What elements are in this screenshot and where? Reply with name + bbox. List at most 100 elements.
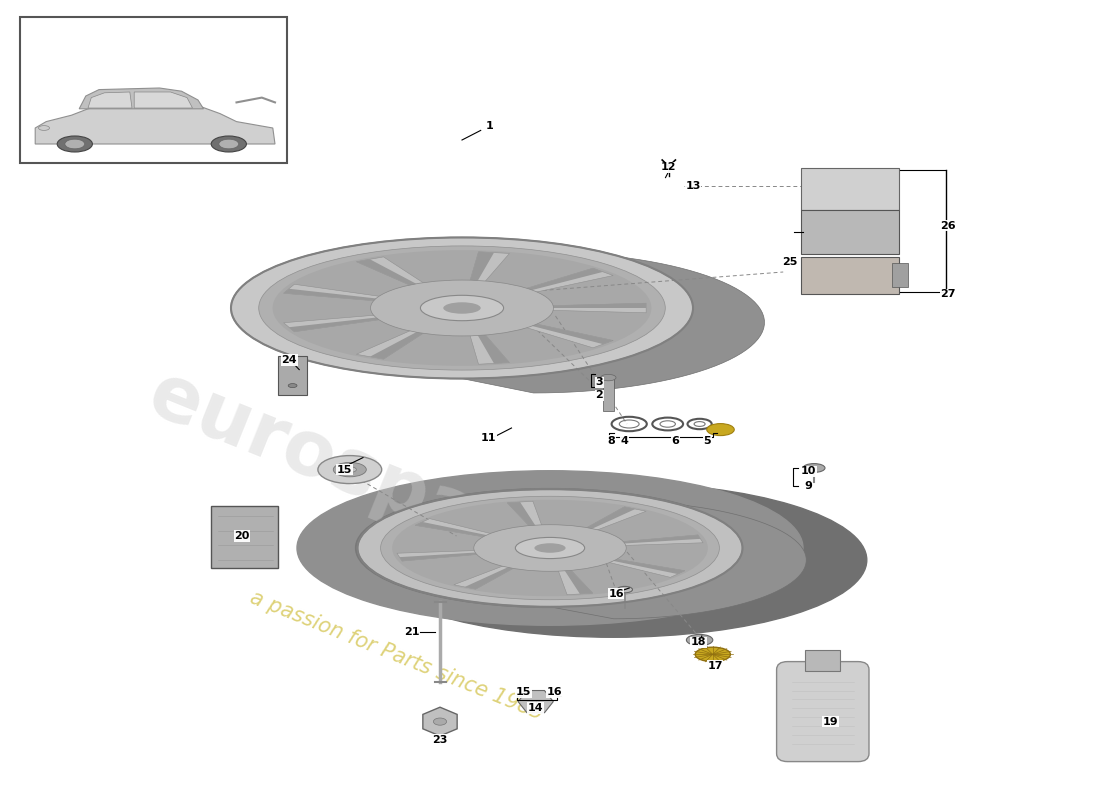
Polygon shape <box>562 566 593 594</box>
Ellipse shape <box>358 489 742 606</box>
FancyBboxPatch shape <box>777 662 869 762</box>
Ellipse shape <box>535 543 565 553</box>
Text: 16: 16 <box>547 687 562 697</box>
Ellipse shape <box>803 464 825 472</box>
Ellipse shape <box>515 538 585 558</box>
Polygon shape <box>469 252 509 286</box>
Polygon shape <box>370 328 430 359</box>
Ellipse shape <box>318 456 382 483</box>
Text: 19: 19 <box>823 717 838 726</box>
FancyBboxPatch shape <box>801 257 899 294</box>
Ellipse shape <box>686 634 713 646</box>
Ellipse shape <box>288 383 297 387</box>
Ellipse shape <box>706 424 735 435</box>
Polygon shape <box>284 314 394 332</box>
FancyBboxPatch shape <box>801 210 899 254</box>
Polygon shape <box>507 502 538 530</box>
Text: eurospar: eurospar <box>138 358 522 570</box>
Ellipse shape <box>219 139 239 149</box>
Polygon shape <box>609 535 703 546</box>
Polygon shape <box>415 518 502 538</box>
Polygon shape <box>88 92 132 108</box>
Text: 2: 2 <box>595 390 604 400</box>
Ellipse shape <box>695 647 730 662</box>
Text: 12: 12 <box>661 162 676 172</box>
Text: a passion for Parts since 1985: a passion for Parts since 1985 <box>246 588 546 724</box>
Ellipse shape <box>433 718 447 725</box>
Polygon shape <box>537 303 646 313</box>
Ellipse shape <box>420 295 504 321</box>
Ellipse shape <box>231 238 693 378</box>
Polygon shape <box>469 252 494 286</box>
Text: 24: 24 <box>282 355 297 365</box>
Text: 15: 15 <box>337 465 352 474</box>
Text: 25: 25 <box>782 258 797 267</box>
Ellipse shape <box>601 374 616 381</box>
Polygon shape <box>415 522 498 538</box>
Text: 23: 23 <box>432 735 448 745</box>
Ellipse shape <box>392 500 708 596</box>
Text: 8: 8 <box>607 436 616 446</box>
FancyBboxPatch shape <box>892 263 907 287</box>
Text: 15: 15 <box>516 687 531 697</box>
Polygon shape <box>515 268 613 295</box>
Polygon shape <box>289 316 394 332</box>
Text: 14: 14 <box>528 703 543 713</box>
Polygon shape <box>79 88 204 109</box>
Ellipse shape <box>343 466 356 472</box>
Polygon shape <box>507 502 543 530</box>
Text: 5: 5 <box>704 436 711 446</box>
Polygon shape <box>284 284 394 302</box>
FancyBboxPatch shape <box>603 379 614 411</box>
Text: 18: 18 <box>691 638 706 647</box>
Polygon shape <box>356 326 430 359</box>
Polygon shape <box>465 564 520 589</box>
Text: 11: 11 <box>481 433 496 442</box>
Ellipse shape <box>381 496 719 600</box>
Text: 1: 1 <box>485 122 494 131</box>
Polygon shape <box>134 92 192 108</box>
Text: 20: 20 <box>234 531 250 541</box>
Ellipse shape <box>617 586 632 593</box>
FancyBboxPatch shape <box>278 356 307 395</box>
Polygon shape <box>580 507 635 532</box>
Polygon shape <box>580 507 646 533</box>
Ellipse shape <box>273 250 651 366</box>
Polygon shape <box>609 535 701 544</box>
Polygon shape <box>557 566 593 594</box>
Text: 3: 3 <box>596 378 603 387</box>
Text: 17: 17 <box>707 661 723 670</box>
Text: 26: 26 <box>940 221 956 230</box>
Ellipse shape <box>65 139 85 149</box>
Ellipse shape <box>297 470 803 626</box>
Polygon shape <box>35 102 275 144</box>
Polygon shape <box>602 558 685 574</box>
FancyBboxPatch shape <box>805 650 840 671</box>
Text: 27: 27 <box>940 290 956 299</box>
Ellipse shape <box>443 302 481 314</box>
Polygon shape <box>598 558 685 578</box>
Ellipse shape <box>361 482 867 638</box>
Polygon shape <box>397 550 491 561</box>
FancyBboxPatch shape <box>801 168 899 210</box>
Polygon shape <box>422 707 458 736</box>
Ellipse shape <box>371 280 553 336</box>
Ellipse shape <box>474 525 626 571</box>
Text: 4: 4 <box>620 436 629 446</box>
Polygon shape <box>469 330 509 364</box>
FancyBboxPatch shape <box>211 506 278 568</box>
Polygon shape <box>515 268 603 294</box>
Polygon shape <box>284 289 392 302</box>
Polygon shape <box>537 303 646 308</box>
Text: 16: 16 <box>608 589 624 598</box>
Ellipse shape <box>211 136 246 152</box>
Polygon shape <box>356 257 430 290</box>
Polygon shape <box>462 238 764 393</box>
Ellipse shape <box>57 136 92 152</box>
Ellipse shape <box>355 489 745 607</box>
Polygon shape <box>550 489 806 619</box>
Text: 13: 13 <box>685 181 701 190</box>
Polygon shape <box>518 690 553 713</box>
Ellipse shape <box>333 462 366 477</box>
Polygon shape <box>515 321 613 348</box>
